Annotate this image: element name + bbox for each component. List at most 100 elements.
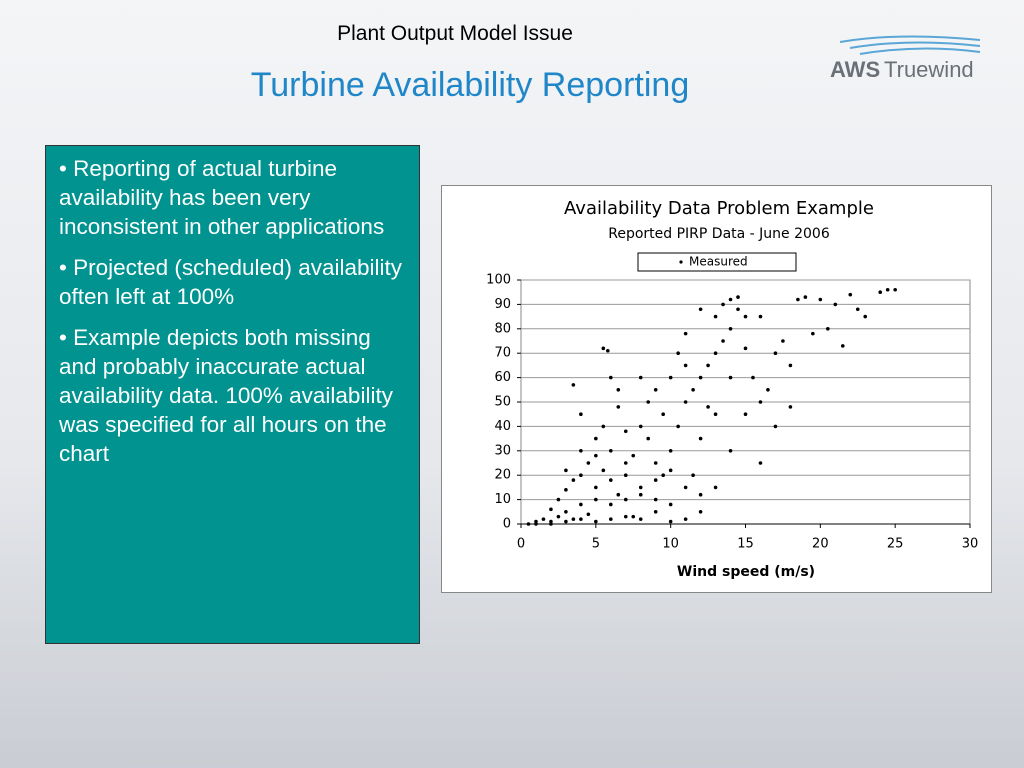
- point: [683, 517, 688, 521]
- point: [571, 517, 576, 521]
- point: [713, 412, 718, 416]
- point: [683, 331, 688, 336]
- y-tick-label: 80: [494, 321, 511, 336]
- point: [683, 363, 688, 368]
- point: [609, 449, 613, 453]
- y-tick-label: 40: [494, 419, 511, 434]
- point: [698, 510, 703, 514]
- point: [766, 388, 770, 392]
- point: [594, 453, 598, 458]
- x-tick-label: 15: [737, 537, 754, 552]
- point: [781, 339, 785, 343]
- x-tick-label: 20: [812, 537, 829, 552]
- point: [698, 436, 703, 441]
- point: [803, 295, 808, 299]
- y-tick-label: 70: [494, 346, 511, 361]
- point: [564, 510, 568, 514]
- point: [638, 517, 643, 521]
- point: [594, 436, 598, 441]
- point: [698, 492, 703, 497]
- point: [833, 302, 838, 307]
- point: [609, 502, 613, 507]
- y-tick-label: 0: [503, 517, 511, 532]
- point: [728, 297, 733, 302]
- point: [638, 375, 643, 380]
- point: [840, 344, 845, 348]
- y-tick-label: 50: [494, 395, 511, 410]
- point: [653, 461, 658, 465]
- point: [653, 478, 658, 482]
- point: [638, 492, 643, 497]
- point: [579, 412, 583, 416]
- point: [556, 497, 561, 502]
- x-tick-label: 5: [592, 537, 600, 552]
- point: [549, 519, 553, 524]
- point: [728, 449, 733, 453]
- point: [721, 302, 725, 307]
- y-tick-label: 90: [494, 297, 511, 312]
- point: [668, 449, 673, 453]
- point: [743, 314, 748, 319]
- point: [646, 400, 651, 404]
- point: [796, 297, 800, 302]
- point: [609, 478, 613, 482]
- point: [631, 514, 636, 519]
- point: [623, 473, 628, 478]
- point: [743, 346, 748, 351]
- x-tick-label: 0: [517, 537, 525, 552]
- point: [601, 346, 606, 351]
- point: [571, 478, 576, 482]
- point: [653, 497, 658, 502]
- point: [646, 436, 651, 441]
- point: [579, 517, 583, 521]
- point: [773, 351, 778, 355]
- point: [758, 400, 763, 404]
- point: [713, 314, 718, 319]
- point: [653, 388, 658, 392]
- x-tick-label: 30: [962, 537, 979, 552]
- point: [683, 400, 688, 404]
- point: [878, 290, 882, 294]
- point: [623, 461, 628, 465]
- point: [661, 473, 665, 478]
- point: [668, 519, 673, 524]
- chart-title: Availability Data Problem Example: [564, 198, 874, 219]
- point: [698, 375, 703, 380]
- point: [736, 307, 740, 312]
- point: [586, 461, 591, 465]
- point: [885, 287, 890, 292]
- point: [668, 375, 673, 380]
- point: [713, 485, 718, 490]
- point: [758, 314, 763, 319]
- point: [893, 287, 897, 292]
- point: [579, 473, 583, 478]
- point: [788, 405, 793, 409]
- point: [609, 517, 613, 521]
- point: [549, 507, 553, 512]
- point: [698, 307, 703, 312]
- point: [683, 485, 688, 490]
- point: [534, 522, 538, 526]
- point: [616, 492, 621, 497]
- logo: AWS Truewind: [830, 35, 981, 82]
- point: [601, 424, 606, 429]
- legend-label: Measured: [689, 255, 748, 269]
- y-tick-label: 30: [494, 443, 511, 458]
- point: [848, 292, 853, 297]
- point: [623, 429, 628, 434]
- point: [736, 295, 740, 299]
- point: [661, 412, 665, 416]
- y-tick-label: 20: [494, 468, 511, 483]
- point: [691, 473, 695, 478]
- point: [811, 331, 815, 336]
- y-tick-label: 100: [486, 273, 511, 288]
- point: [616, 388, 621, 392]
- point: [623, 497, 628, 502]
- x-axis-label: Wind speed (m/s): [677, 564, 815, 580]
- point: [623, 514, 628, 519]
- slide-title: Turbine Availability Reporting: [250, 66, 690, 104]
- x-tick-label: 10: [662, 537, 679, 552]
- point: [788, 363, 793, 368]
- point: [638, 424, 643, 429]
